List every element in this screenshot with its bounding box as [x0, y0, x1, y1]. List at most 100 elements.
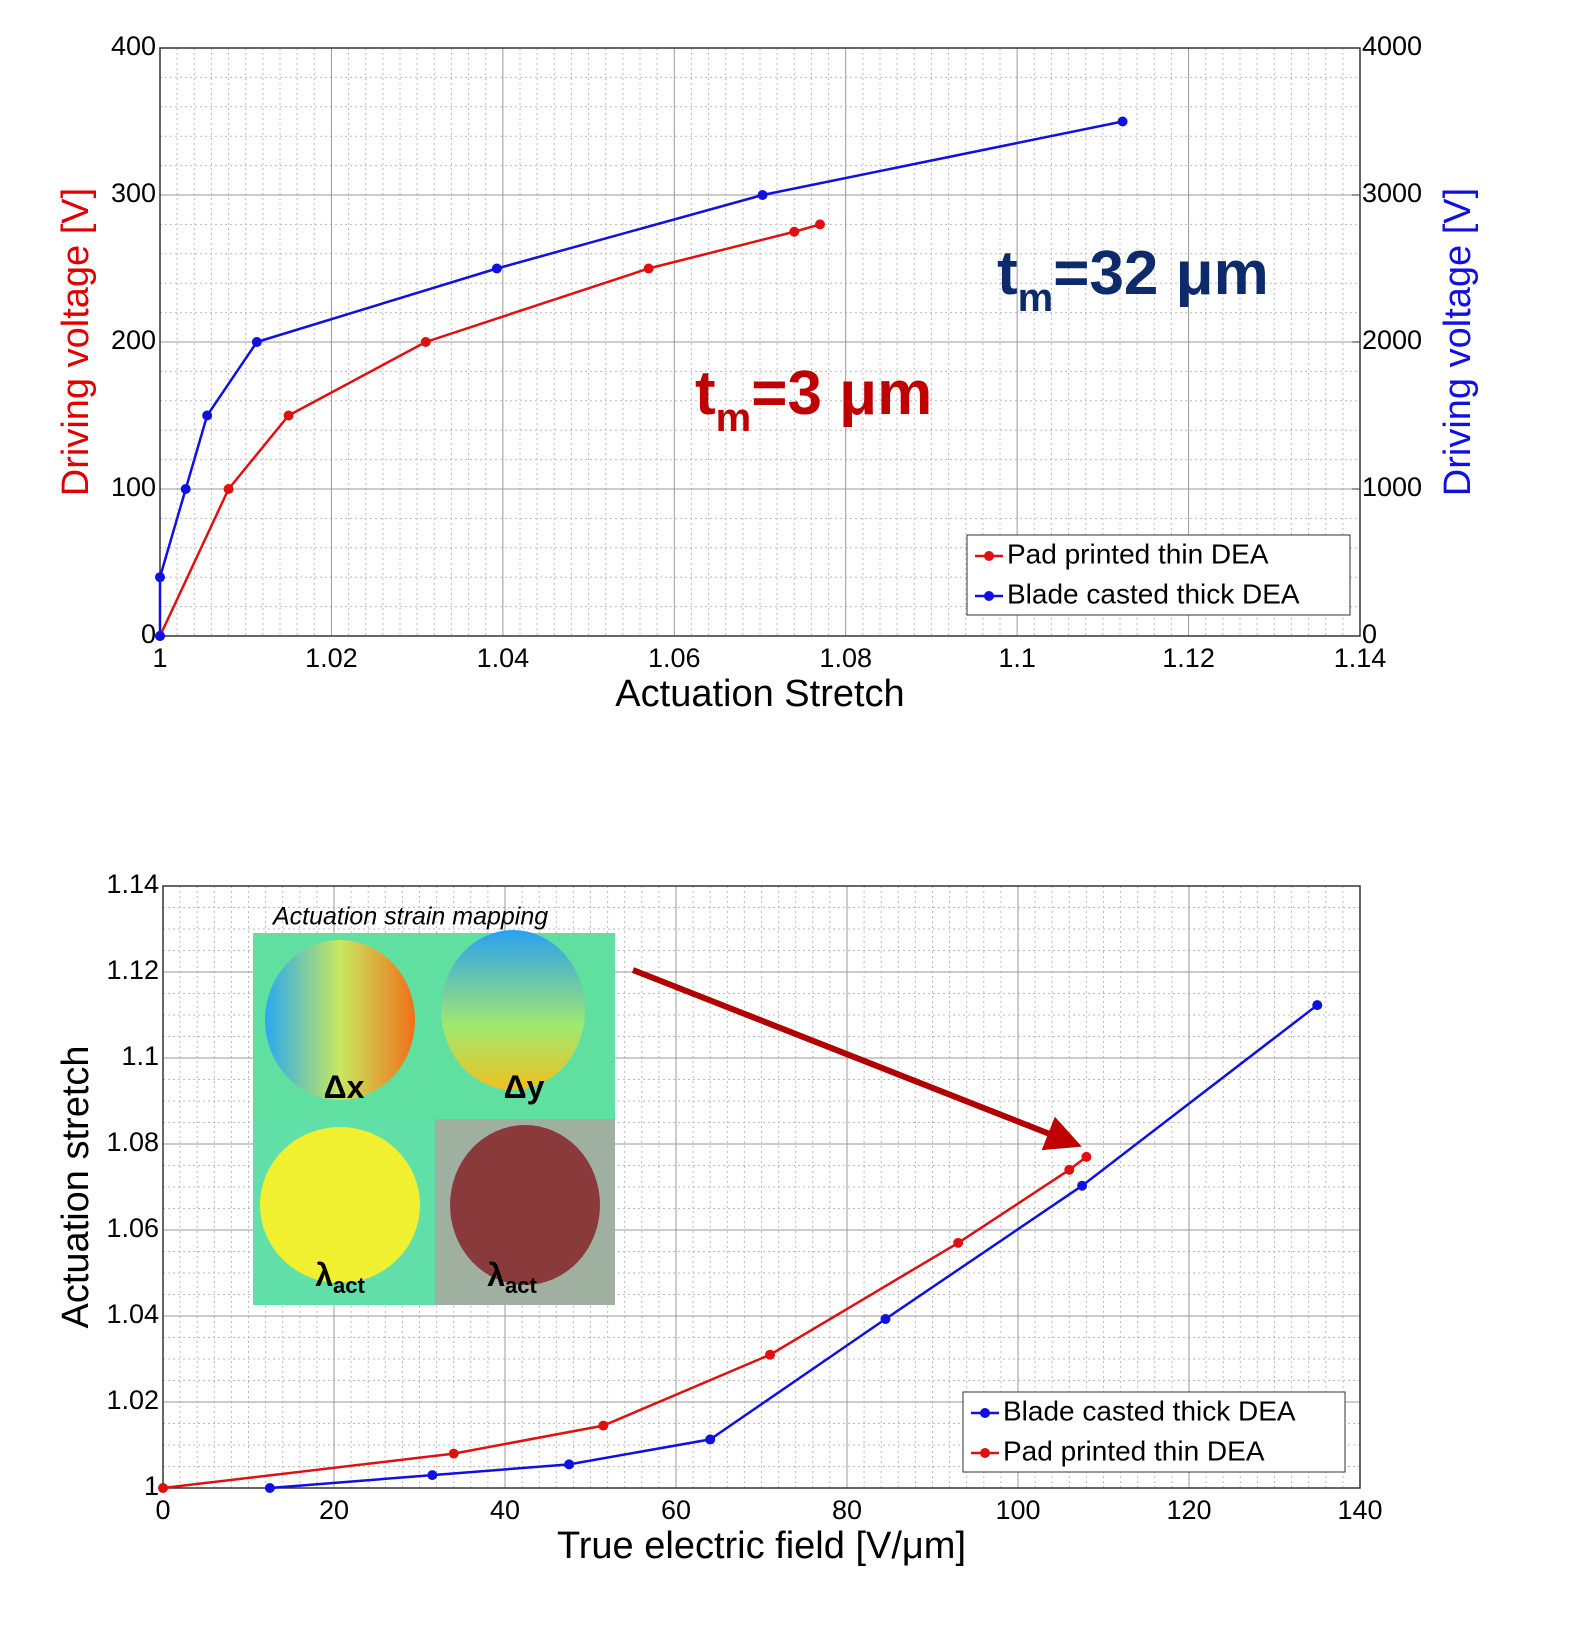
- annotation: tm=3 μm: [695, 359, 932, 439]
- legend-label: Blade casted thick DEA: [1007, 578, 1300, 609]
- x-tick-label: 1.12: [1162, 643, 1215, 673]
- x-tick-label: 120: [1166, 1495, 1211, 1525]
- data-point: [155, 631, 165, 641]
- y-tick-label: 1.08: [106, 1127, 159, 1157]
- data-point: [757, 190, 768, 200]
- data-point: [1081, 1151, 1092, 1162]
- y2-tick-label: 3000: [1362, 178, 1422, 208]
- inset-label-text: Δx: [324, 1069, 365, 1105]
- annotation-subscript: m: [716, 396, 752, 440]
- data-point: [953, 1237, 964, 1248]
- data-point: [251, 337, 262, 347]
- legend-label: Pad printed thin DEA: [1007, 538, 1269, 569]
- data-point: [1117, 116, 1128, 127]
- inset-image: [253, 930, 615, 1305]
- data-point: [815, 219, 825, 230]
- x-tick-label: 1: [152, 643, 167, 673]
- inset-label: Δx: [324, 1069, 365, 1105]
- data-point: [789, 226, 800, 237]
- y2-tick-label: 1000: [1362, 472, 1422, 502]
- data-point: [283, 410, 294, 421]
- legend-label: Pad printed thin DEA: [1003, 1435, 1265, 1466]
- y-tick-label: 1: [144, 1471, 159, 1501]
- data-point: [880, 1314, 891, 1325]
- data-point: [765, 1349, 776, 1360]
- y-tick-label: 300: [111, 178, 156, 208]
- x-axis-label: True electric field [V/μm]: [557, 1525, 966, 1567]
- data-point: [564, 1459, 575, 1470]
- data-point: [158, 1483, 168, 1493]
- data-point: [155, 572, 165, 583]
- y2-tick-label: 4000: [1362, 31, 1422, 61]
- y-tick-label: 1.06: [106, 1213, 159, 1243]
- y-tick-label: 100: [111, 472, 156, 502]
- legend-swatch: [984, 551, 994, 561]
- x-tick-label: 1.1: [998, 643, 1036, 673]
- data-point: [420, 337, 431, 347]
- data-point: [705, 1434, 716, 1445]
- data-point: [202, 410, 213, 421]
- inset-label: λact: [487, 1257, 537, 1297]
- inset-label-subscript: act: [505, 1273, 537, 1298]
- data-point: [427, 1470, 438, 1481]
- x-tick-label: 100: [995, 1495, 1040, 1525]
- data-point: [264, 1483, 275, 1493]
- x-tick-label: 80: [832, 1495, 862, 1525]
- y2-axis-label: Driving voltage [V]: [1437, 188, 1479, 496]
- data-point: [223, 484, 234, 494]
- x-tick-label: 20: [319, 1495, 349, 1525]
- inset-label: λact: [315, 1257, 365, 1297]
- legend-swatch: [980, 1408, 990, 1418]
- x-tick-label: 0: [155, 1495, 170, 1525]
- y-tick-label: 1.12: [106, 955, 159, 985]
- data-point: [1312, 1000, 1323, 1011]
- annotation-suffix: =32 μm: [1053, 239, 1268, 308]
- inset-label: Δy: [504, 1069, 545, 1105]
- data-point: [1077, 1180, 1088, 1191]
- inset-label-text: Δy: [504, 1069, 545, 1105]
- data-point: [180, 484, 191, 494]
- legend-box: [966, 534, 1351, 616]
- x-tick-label: 1.02: [305, 643, 358, 673]
- annotation: tm=32 μm: [997, 239, 1269, 319]
- x-axis-label: Actuation Stretch: [615, 673, 904, 715]
- y-tick-label: 1.14: [106, 869, 159, 899]
- y-tick-label: 1.1: [121, 1041, 159, 1071]
- x-tick-label: 1.06: [648, 643, 701, 673]
- annotation-text: t: [695, 359, 716, 428]
- x-tick-label: 40: [490, 1495, 520, 1525]
- y2-tick-label: 0: [1362, 619, 1377, 649]
- data-point: [1064, 1164, 1075, 1175]
- x-tick-label: 60: [661, 1495, 691, 1525]
- y-tick-label: 1.04: [106, 1299, 159, 1329]
- y-tick-label: 200: [111, 325, 156, 355]
- y-tick-label: 0: [141, 619, 156, 649]
- legend-box: [962, 1391, 1346, 1473]
- x-tick-label: 1.08: [819, 643, 872, 673]
- data-point: [598, 1420, 609, 1431]
- legend-label: Blade casted thick DEA: [1003, 1395, 1296, 1426]
- x-tick-label: 140: [1337, 1495, 1382, 1525]
- annotation-suffix: =3 μm: [751, 359, 932, 428]
- plot-frame: [159, 47, 1361, 637]
- y2-tick-label: 2000: [1362, 325, 1422, 355]
- y-tick-label: 400: [111, 31, 156, 61]
- y-axis-label: Actuation stretch: [55, 1045, 97, 1328]
- x-tick-label: 1.14: [1334, 643, 1387, 673]
- inset-arrow: [631, 967, 1082, 1151]
- data-point: [448, 1448, 459, 1459]
- series-line: [158, 120, 1123, 636]
- legend-swatch: [984, 591, 994, 601]
- plot-frame: [162, 885, 1361, 1489]
- legend-swatch: [980, 1448, 990, 1458]
- annotation-subscript: m: [1018, 276, 1054, 320]
- y-tick-label: 1.02: [106, 1385, 159, 1415]
- y-axis-label: Driving voltage [V]: [55, 188, 97, 496]
- inset-label-text: λ: [487, 1257, 505, 1293]
- inset-label-subscript: act: [333, 1273, 365, 1298]
- annotation-text: t: [997, 239, 1018, 308]
- data-point: [643, 263, 654, 274]
- data-point: [491, 263, 502, 274]
- x-tick-label: 1.04: [477, 643, 530, 673]
